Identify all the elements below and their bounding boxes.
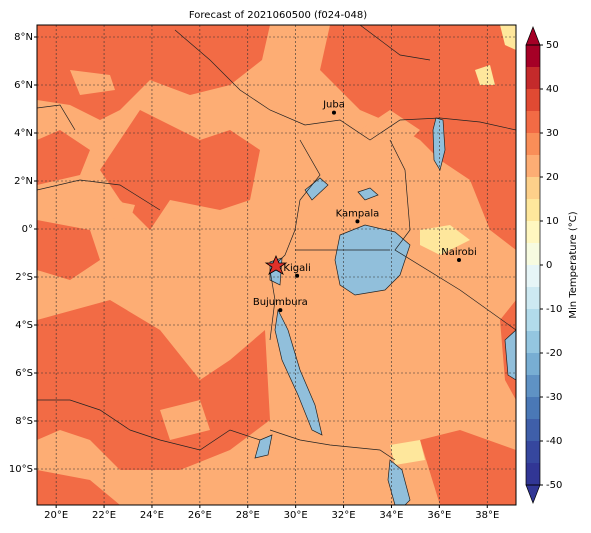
map-field (37, 25, 516, 505)
colorbar-band (526, 133, 540, 155)
colorbar-tick-label: -50 (546, 480, 562, 491)
colorbar-band (526, 441, 540, 463)
x-tick-label: 20°E (44, 510, 68, 521)
colorbar-tick-label: 20 (546, 172, 559, 183)
colorbar-band (526, 177, 540, 199)
y-tick-label: 4°N (14, 128, 33, 139)
x-tick-label: 30°E (284, 510, 308, 521)
colorbar-tick-label: -30 (546, 392, 562, 403)
x-tick-label: 36°E (427, 510, 451, 521)
x-tick-label: 24°E (140, 510, 164, 521)
y-tick-label: 6°S (15, 368, 33, 379)
y-tick-label: 2°N (14, 176, 33, 187)
colorbar-band (526, 243, 540, 265)
x-tick-label: 26°E (188, 510, 212, 521)
city-marker (331, 110, 336, 115)
colorbar-label: Min Temperature (°C) (568, 211, 579, 318)
colorbar-extend-top (525, 26, 541, 46)
colorbar-band (526, 155, 540, 177)
city-label: Kampala (336, 208, 380, 219)
x-tick-label: 38°E (475, 510, 499, 521)
colorbar-band (526, 111, 540, 133)
colorbar-tick-label: 30 (546, 128, 559, 139)
city-marker (355, 219, 360, 224)
colorbar-band (526, 463, 540, 485)
colorbar-band (526, 221, 540, 243)
x-tick-label: 28°E (236, 510, 260, 521)
city-label: Bujumbura (253, 297, 308, 308)
colorbar-band (526, 45, 540, 67)
city-marker (295, 273, 300, 278)
y-tick-label: 10°S (9, 464, 33, 475)
warm-regions (37, 25, 516, 505)
colorbar-tick-label: -40 (546, 436, 562, 447)
colorbar-tick-label: 50 (546, 40, 559, 51)
city-label: Kigali (283, 263, 310, 274)
colorbar-band (526, 309, 540, 331)
y-tick-label: 6°N (14, 80, 33, 91)
city-marker (278, 308, 283, 313)
colorbar-band (526, 353, 540, 375)
y-tick-label: 8°S (15, 416, 33, 427)
city-marker (456, 257, 461, 262)
y-tick-label: 0° (22, 224, 33, 235)
city-label: Nairobi (441, 247, 477, 258)
x-tick-label: 34°E (379, 510, 403, 521)
colorbar-band (526, 331, 540, 353)
title: Forecast of 2021060500 (f024-048) (189, 10, 367, 21)
grid (37, 25, 516, 505)
colorbar-tick-label: -10 (546, 304, 562, 315)
colorbar-band (526, 67, 540, 89)
y-tick-label: 4°S (15, 320, 33, 331)
colorbar-band (526, 199, 540, 221)
y-tick-label: 2°S (15, 272, 33, 283)
borders (37, 25, 516, 461)
x-tick-label: 22°E (92, 510, 116, 521)
mild-patches (390, 25, 516, 465)
colorbar-extend-bottom (525, 484, 541, 504)
x-tick-label: 32°E (332, 510, 356, 521)
colorbar-tick-label: -20 (546, 348, 562, 359)
colorbar-band (526, 265, 540, 287)
colorbar-band (526, 89, 540, 111)
colorbar-tick-label: 10 (546, 216, 559, 227)
colorbar-band (526, 375, 540, 397)
star-marker (264, 254, 288, 275)
colorbar-tick-label: 0 (546, 260, 552, 271)
y-tick-label: 8°N (14, 32, 33, 43)
city-label: Juba (322, 100, 345, 111)
colorbar-tick-label: 40 (546, 84, 559, 95)
lakes (254, 117, 516, 505)
colorbar-band (526, 287, 540, 309)
plot-frame (36, 24, 517, 506)
colorbar-band (526, 397, 540, 419)
colorbar-band (526, 419, 540, 441)
